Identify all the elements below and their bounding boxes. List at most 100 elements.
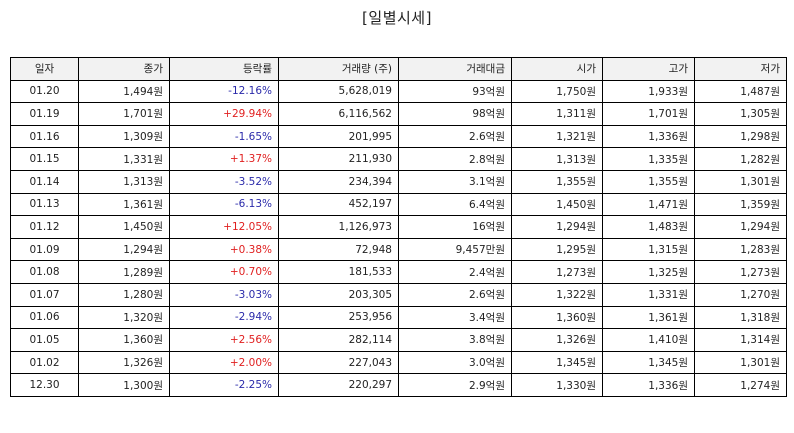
cell-volume: 227,043 [278, 350, 399, 375]
cell-amount: 2.9억원 [398, 373, 512, 397]
cell-volume: 6,116,562 [278, 102, 399, 126]
table-row: 01.02 1,326원 +2.00% 227,043 3.0억원 1,345원 1,345… [10, 350, 787, 375]
cell-high: 1,336원 [602, 373, 695, 397]
cell-high: 1,345원 [602, 350, 695, 375]
cell-open: 1,313원 [511, 147, 603, 171]
cell-high: 1,933원 [602, 79, 695, 104]
cell-amount: 3.1억원 [398, 169, 512, 194]
page-title: [일별시세] [362, 9, 432, 27]
daily-price-table: 일자 종가 등락률 거래량 (주) 거래대금 시가 고가 저가 01.20 1,4… [10, 57, 787, 397]
cell-high: 1,701원 [602, 102, 695, 126]
table-row: 01.07 1,280원 -3.03% 203,305 2.6억원 1,322원 1,331… [10, 282, 787, 307]
cell-volume: 181,533 [278, 260, 399, 284]
table-row: 01.13 1,361원 -6.13% 452,197 6.4억원 1,450원 1,471… [10, 192, 787, 217]
cell-high: 1,355원 [602, 169, 695, 194]
cell-close: 1,289원 [78, 260, 170, 284]
cell-close: 1,360원 [78, 328, 170, 352]
cell-date: 12.30 [10, 373, 79, 397]
cell-open: 1,322원 [511, 282, 603, 307]
cell-open: 1,295원 [511, 237, 603, 262]
cell-volume: 1,126,973 [278, 215, 399, 239]
cell-change: +2.56% [169, 328, 279, 352]
cell-volume: 211,930 [278, 147, 399, 171]
cell-low: 1,301원 [694, 350, 787, 375]
cell-high: 1,335원 [602, 147, 695, 171]
table-row: 01.05 1,360원 +2.56% 282,114 3.8억원 1,326원 1,410… [10, 328, 787, 352]
cell-high: 1,325원 [602, 260, 695, 284]
cell-open: 1,294원 [511, 215, 603, 239]
cell-date: 01.19 [10, 102, 79, 126]
cell-close: 1,300원 [78, 373, 170, 397]
cell-volume: 253,956 [278, 305, 399, 330]
cell-high: 1,483원 [602, 215, 695, 239]
table-row: 01.09 1,294원 +0.38% 72,948 9,457만원 1,295원 1,31… [10, 237, 787, 262]
cell-change: +29.94% [169, 102, 279, 126]
cell-change: -6.13% [169, 192, 279, 217]
cell-open: 1,273원 [511, 260, 603, 284]
cell-close: 1,494원 [78, 79, 170, 104]
cell-close: 1,309원 [78, 124, 170, 149]
cell-low: 1,318원 [694, 305, 787, 330]
table-row: 01.19 1,701원 +29.94% 6,116,562 98억원 1,311원 1,7… [10, 102, 787, 126]
cell-low: 1,314원 [694, 328, 787, 352]
cell-amount: 2.6억원 [398, 282, 512, 307]
cell-date: 01.13 [10, 192, 79, 217]
cell-low: 1,273원 [694, 260, 787, 284]
cell-change: -1.65% [169, 124, 279, 149]
cell-low: 1,305원 [694, 102, 787, 126]
header-amount: 거래대금 [398, 57, 512, 81]
cell-close: 1,280원 [78, 282, 170, 307]
cell-volume: 72,948 [278, 237, 399, 262]
cell-change: +2.00% [169, 350, 279, 375]
table-row: 01.15 1,331원 +1.37% 211,930 2.8억원 1,313원 1,335… [10, 147, 787, 171]
cell-amount: 3.0억원 [398, 350, 512, 375]
cell-date: 01.16 [10, 124, 79, 149]
cell-low: 1,359원 [694, 192, 787, 217]
cell-date: 01.15 [10, 147, 79, 171]
cell-volume: 282,114 [278, 328, 399, 352]
cell-close: 1,313원 [78, 169, 170, 194]
header-close: 종가 [78, 57, 170, 81]
cell-amount: 98억원 [398, 102, 512, 126]
cell-open: 1,326원 [511, 328, 603, 352]
cell-high: 1,315원 [602, 237, 695, 262]
cell-amount: 2.6억원 [398, 124, 512, 149]
cell-high: 1,361원 [602, 305, 695, 330]
cell-change: +12.05% [169, 215, 279, 239]
cell-change: -12.16% [169, 79, 279, 104]
cell-date: 01.07 [10, 282, 79, 307]
cell-volume: 234,394 [278, 169, 399, 194]
cell-amount: 2.4억원 [398, 260, 512, 284]
cell-date: 01.12 [10, 215, 79, 239]
cell-low: 1,301원 [694, 169, 787, 194]
cell-volume: 452,197 [278, 192, 399, 217]
cell-change: +0.38% [169, 237, 279, 262]
cell-low: 1,283원 [694, 237, 787, 262]
cell-volume: 5,628,019 [278, 79, 399, 104]
cell-open: 1,355원 [511, 169, 603, 194]
cell-date: 01.09 [10, 237, 79, 262]
cell-low: 1,487원 [694, 79, 787, 104]
cell-change: +0.70% [169, 260, 279, 284]
header-date: 일자 [10, 57, 79, 81]
cell-high: 1,331원 [602, 282, 695, 307]
cell-date: 01.06 [10, 305, 79, 330]
cell-date: 01.14 [10, 169, 79, 194]
cell-close: 1,450원 [78, 215, 170, 239]
table-header-row: 일자 종가 등락률 거래량 (주) 거래대금 시가 고가 저가 [10, 57, 787, 81]
cell-volume: 201,995 [278, 124, 399, 149]
cell-amount: 16억원 [398, 215, 512, 239]
header-open: 시가 [511, 57, 603, 81]
cell-close: 1,701원 [78, 102, 170, 126]
cell-high: 1,471원 [602, 192, 695, 217]
cell-amount: 3.4억원 [398, 305, 512, 330]
cell-amount: 2.8억원 [398, 147, 512, 171]
header-change: 등락률 [169, 57, 279, 81]
header-volume: 거래량 (주) [278, 57, 399, 81]
cell-open: 1,345원 [511, 350, 603, 375]
cell-open: 1,450원 [511, 192, 603, 217]
cell-volume: 203,305 [278, 282, 399, 307]
cell-close: 1,326원 [78, 350, 170, 375]
cell-date: 01.02 [10, 350, 79, 375]
cell-close: 1,294원 [78, 237, 170, 262]
